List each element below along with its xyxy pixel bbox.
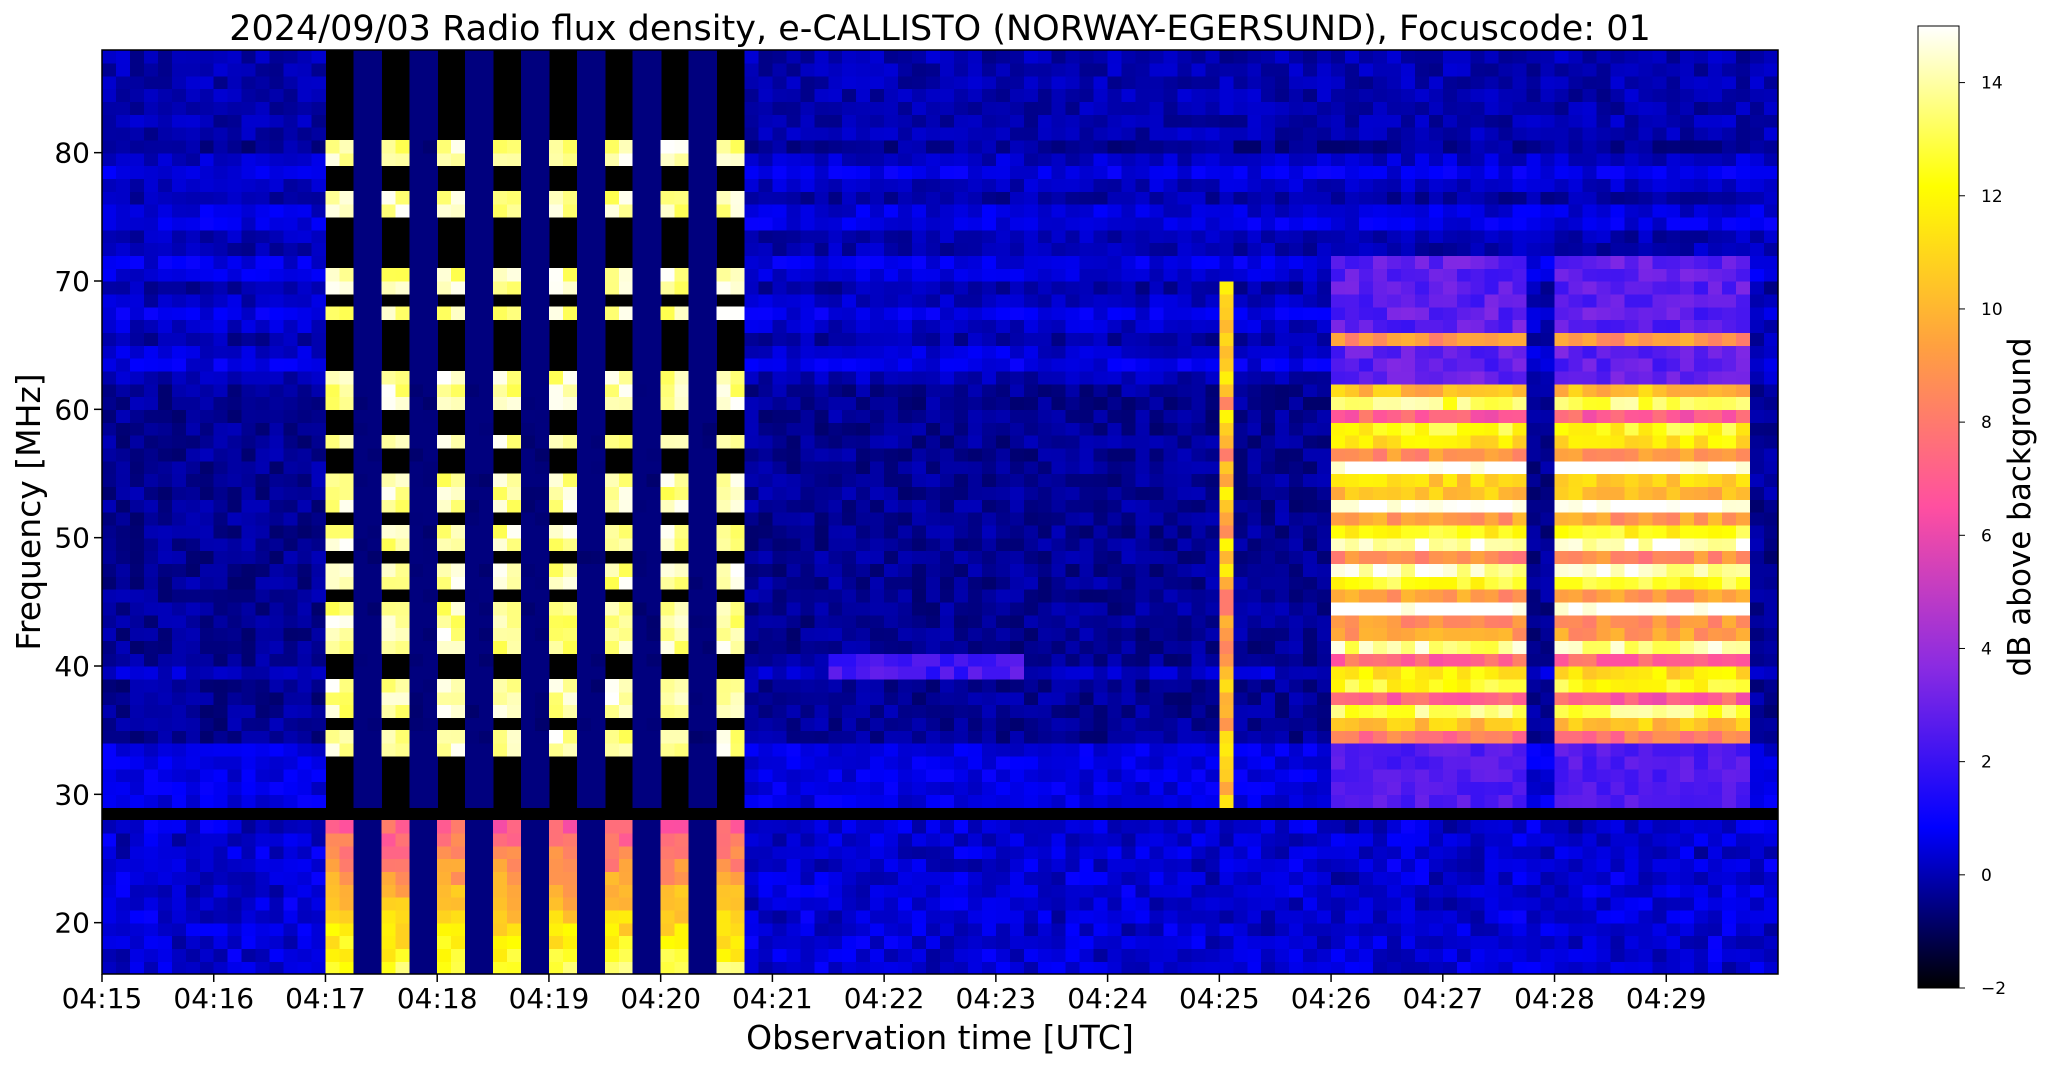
colorbar-tick-label: 6 [1981,526,1992,546]
y-tick-label: 80 [54,137,90,170]
y-tick-label: 70 [54,265,90,298]
colorbar-label: dB above background [2002,337,2038,676]
colorbar-tick-label: 10 [1981,300,2003,320]
colorbar-tick-label: 2 [1981,753,1992,773]
x-tick-label: 04:27 [1402,982,1483,1015]
x-tick-label: 04:22 [844,982,925,1015]
y-tick-label: 40 [54,650,90,683]
x-axis-label: Observation time [UTC] [746,1018,1134,1057]
plot-area [101,49,1779,975]
colorbar-scale [1917,25,1960,989]
colorbar-tick-label: 4 [1981,639,1992,659]
colorbar-tick-label: 14 [1981,74,2003,94]
x-tick-label: 04:18 [397,982,478,1015]
x-tick-label: 04:24 [1067,982,1148,1015]
x-tick-label: 04:25 [1179,982,1260,1015]
y-axis-label: Frequency [MHz] [9,373,48,650]
colorbar-tick-label: 0 [1981,866,1992,886]
colorbar-ticks: −2 0 2 4 6 8 10 12 14 [1959,74,2006,999]
x-tick-label: 04:23 [956,982,1037,1015]
colorbar-tick-label: −2 [1981,979,2006,999]
chart-title: 2024/09/03 Radio flux density, e-CALLIST… [229,9,1651,49]
x-tick-label: 04:16 [173,982,254,1015]
x-tick-label: 04:15 [62,982,143,1015]
y-tick-label: 60 [54,393,90,426]
x-axis: 04:15 04:16 04:17 04:18 04:19 04:20 04:21 04:22… [62,974,1707,1015]
y-tick-label: 30 [54,778,90,811]
heatmap [102,50,1779,975]
colorbar-tick-label: 8 [1981,413,1992,433]
colorbar-tick-label: 12 [1981,187,2003,207]
x-tick-label: 04:26 [1291,982,1372,1015]
x-tick-label: 04:20 [620,982,701,1015]
x-tick-label: 04:28 [1514,982,1595,1015]
x-tick-label: 04:21 [732,982,813,1015]
y-tick-label: 50 [54,522,90,555]
x-tick-label: 04:19 [509,982,590,1015]
x-tick-label: 04:17 [285,982,366,1015]
y-tick-label: 20 [54,907,90,940]
y-axis: 20 30 40 50 60 70 80 [54,137,102,940]
x-tick-label: 04:29 [1626,982,1707,1015]
colorbar: −2 0 2 4 6 8 10 12 14 [1917,25,2006,999]
plot-frame [101,49,1779,975]
